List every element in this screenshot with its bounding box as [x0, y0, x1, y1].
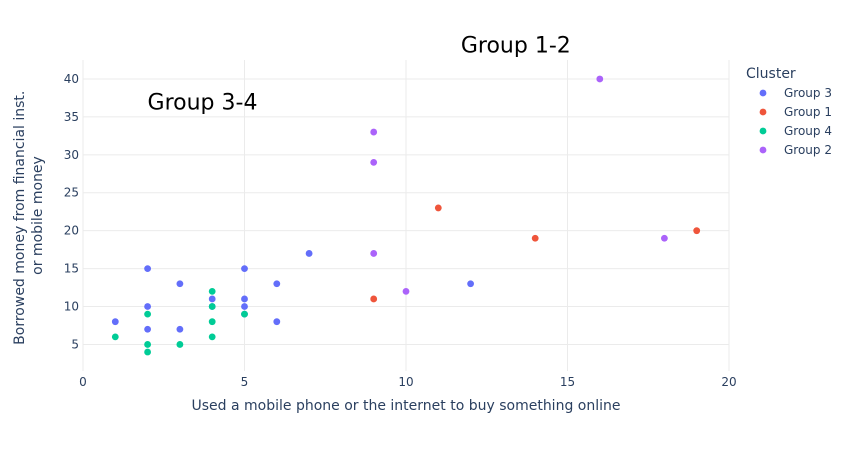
legend-label: Group 1	[784, 105, 832, 119]
data-point[interactable]	[370, 128, 378, 136]
y-tick-label: 15	[64, 262, 79, 276]
annotations: Group 1-2 Group 3-4	[148, 33, 571, 115]
data-point[interactable]	[208, 295, 216, 303]
y-tick-label: 40	[64, 72, 79, 86]
x-axis-title: Used a mobile phone or the internet to b…	[192, 398, 621, 414]
legend-marker	[759, 127, 767, 135]
annotation-label: Group 3-4	[148, 90, 258, 115]
legend-item[interactable]: Group 1	[759, 105, 832, 119]
series-group-1	[370, 204, 701, 303]
legend-marker	[759, 89, 767, 97]
data-point[interactable]	[144, 265, 152, 272]
y-axis-title-line-1: Borrowed money from financial inst.	[12, 91, 28, 345]
data-point[interactable]	[370, 159, 378, 166]
data-point[interactable]	[370, 250, 378, 257]
data-point[interactable]	[111, 318, 119, 326]
data-point[interactable]	[273, 280, 281, 288]
legend-label: Group 3	[784, 86, 832, 100]
data-point[interactable]	[241, 295, 248, 303]
legend-label: Group 2	[784, 143, 832, 157]
data-point[interactable]	[434, 204, 442, 212]
data-point[interactable]	[273, 318, 281, 326]
legend-title: Cluster	[746, 66, 796, 82]
data-point[interactable]	[208, 333, 216, 341]
legend-label: Group 4	[784, 124, 832, 138]
data-point[interactable]	[176, 341, 184, 348]
data-point[interactable]	[176, 280, 184, 288]
data-point[interactable]	[176, 325, 184, 333]
grid	[82, 60, 730, 371]
y-tick-label: 5	[71, 337, 79, 351]
data-point[interactable]	[208, 287, 216, 295]
y-tick-label: 30	[64, 148, 79, 162]
data-point[interactable]	[144, 303, 152, 310]
data-point[interactable]	[144, 325, 152, 333]
legend-item[interactable]: Group 4	[759, 124, 832, 138]
data-points	[111, 75, 701, 356]
y-axis-title: Borrowed money from financial inst. or m…	[12, 86, 46, 345]
x-tick-label: 0	[79, 375, 87, 389]
y-tick-label: 20	[64, 224, 79, 238]
data-point[interactable]	[111, 333, 119, 341]
data-point[interactable]	[208, 303, 216, 310]
x-tick-label: 10	[398, 375, 413, 389]
y-tick-label: 25	[64, 186, 79, 200]
data-point[interactable]	[596, 75, 604, 83]
data-point[interactable]	[531, 234, 539, 242]
legend-marker	[759, 108, 767, 116]
y-axis-title-line-2: or mobile money	[30, 156, 46, 275]
legend[interactable]: Cluster Group 3 Group 1 Group 4 Group 2	[746, 66, 832, 157]
data-point[interactable]	[241, 265, 248, 272]
annotation-label: Group 1-2	[461, 33, 571, 58]
data-point[interactable]	[305, 250, 313, 257]
data-point[interactable]	[370, 295, 378, 303]
data-point[interactable]	[693, 227, 701, 235]
y-tick-label: 35	[64, 110, 79, 124]
legend-item[interactable]: Group 2	[759, 143, 832, 157]
series-group-4	[111, 287, 248, 356]
legend-marker	[759, 146, 767, 154]
data-point[interactable]	[467, 280, 474, 288]
legend-item[interactable]: Group 3	[759, 86, 832, 100]
data-point[interactable]	[144, 348, 152, 356]
x-tick-label: 20	[721, 375, 736, 389]
x-tick-label: 5	[241, 375, 249, 389]
axis-ticks: 0 5 10 15 20 5 10 15 20 25 30 35 40	[64, 72, 737, 389]
x-tick-label: 15	[560, 375, 575, 389]
data-point[interactable]	[208, 318, 216, 326]
data-point[interactable]	[144, 341, 152, 348]
data-point[interactable]	[661, 234, 668, 242]
y-tick-label: 10	[64, 300, 79, 314]
data-point[interactable]	[241, 303, 248, 310]
series-group-2	[370, 75, 668, 295]
series-group-3	[111, 250, 474, 333]
data-point[interactable]	[144, 310, 152, 318]
data-point[interactable]	[241, 310, 248, 318]
data-point[interactable]	[402, 287, 410, 295]
